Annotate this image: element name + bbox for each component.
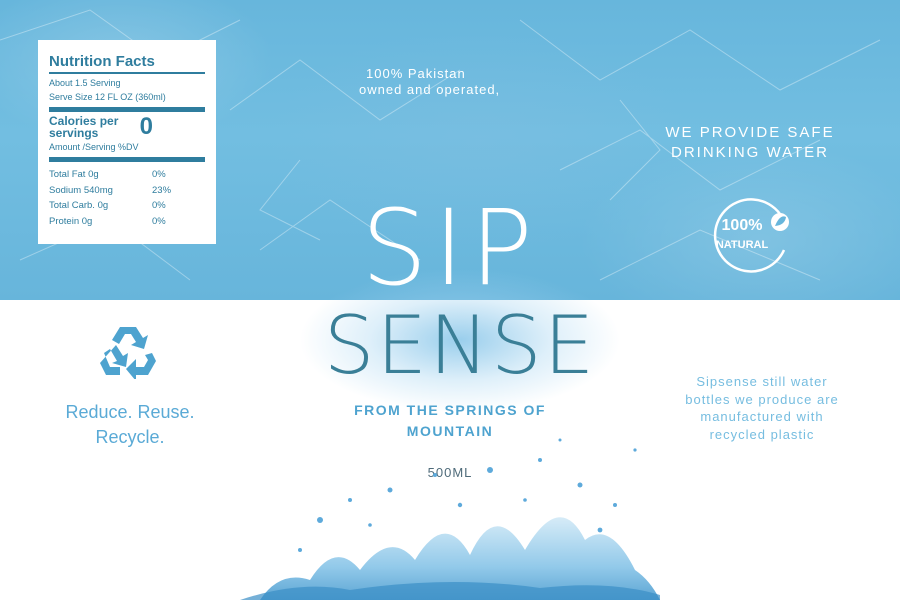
- nutrient-row: Total Carb. 0g 0%: [49, 198, 205, 214]
- tagline-line: DRINKING WATER: [671, 144, 829, 161]
- nutrient-name: Total Fat 0g: [49, 169, 99, 180]
- badge-ring: [713, 198, 786, 273]
- tagline-line: 100% Pakistan: [366, 66, 466, 81]
- nutrition-title: Nutrition Facts: [49, 53, 155, 70]
- serve-size-text: Serve Size 12 FL OZ (360ml): [49, 92, 166, 102]
- nutrient-name: Total Carb. 0g: [49, 200, 109, 211]
- slogan-line: Reduce. Reuse.: [65, 402, 195, 422]
- origin-text: FROM THE SPRINGS OF MOUNTAIN: [300, 400, 600, 442]
- frost-texture: [0, 0, 900, 300]
- text-line: Sipsense still water: [696, 374, 828, 389]
- recycle-icon: [100, 327, 156, 379]
- servings-text: About 1.5 Serving: [49, 78, 121, 88]
- divider: [49, 72, 205, 74]
- brand-name-top: SIP: [361, 187, 539, 309]
- divider: [49, 107, 205, 112]
- text-line: bottles we produce are: [685, 391, 839, 407]
- slogan-line: Recycle.: [95, 427, 165, 447]
- nutrient-list: Total Fat 0g 0% Sodium 540mg 23% Total C…: [49, 167, 205, 229]
- recycled-plastic-text: Sipsense still water bottles we produce …: [652, 373, 872, 443]
- blue-glow: [250, 270, 670, 470]
- volume-label: 500ML: [427, 465, 473, 480]
- calories-row: Calories per servings 0: [49, 113, 205, 140]
- calories-label: Calories per servings: [49, 114, 119, 140]
- leaf-icon: [771, 213, 789, 231]
- text-line: recycled plastic: [709, 426, 815, 442]
- tagline-line: owned and operated,: [359, 82, 501, 97]
- water-splash-image: [240, 438, 660, 600]
- safe-water-tagline: WE PROVIDE SAFE DRINKING WATER: [640, 123, 860, 163]
- origin-line: MOUNTAIN: [406, 423, 494, 439]
- amount-label: Amount /Serving %DV: [49, 142, 139, 152]
- calories-value: 0: [139, 113, 153, 140]
- divider: [49, 157, 205, 162]
- nutrition-facts-panel: Nutrition Facts About 1.5 Serving Serve …: [38, 40, 216, 244]
- nutrient-dv: 0%: [152, 200, 166, 211]
- nutrient-dv: 0%: [152, 215, 166, 227]
- nutrient-name: Protein 0g: [49, 215, 93, 227]
- tagline-line: WE PROVIDE SAFE: [665, 124, 835, 141]
- badge-word: NATURAL: [716, 239, 769, 251]
- nutrient-dv: 0%: [152, 169, 166, 180]
- text-line: manufactured with: [700, 409, 824, 424]
- nutrient-row: Sodium 540mg 23%: [49, 183, 205, 199]
- badge-percent: 100%: [722, 217, 763, 234]
- natural-badge: 100% NATURAL: [713, 198, 789, 273]
- brand-name-bottom: SENSE: [323, 299, 597, 392]
- nutrient-row: Total Fat 0g 0%: [49, 167, 205, 183]
- nutrient-name: Sodium 540mg: [49, 184, 113, 196]
- nutrient-row: Protein 0g 0%: [49, 214, 205, 230]
- origin-line: FROM THE SPRINGS OF: [354, 402, 546, 418]
- nutrient-dv: 23%: [152, 184, 172, 196]
- ownership-tagline: 100% Pakistan owned and operated,: [352, 66, 532, 98]
- recycle-slogan: Reduce. Reuse. Recycle.: [30, 400, 230, 450]
